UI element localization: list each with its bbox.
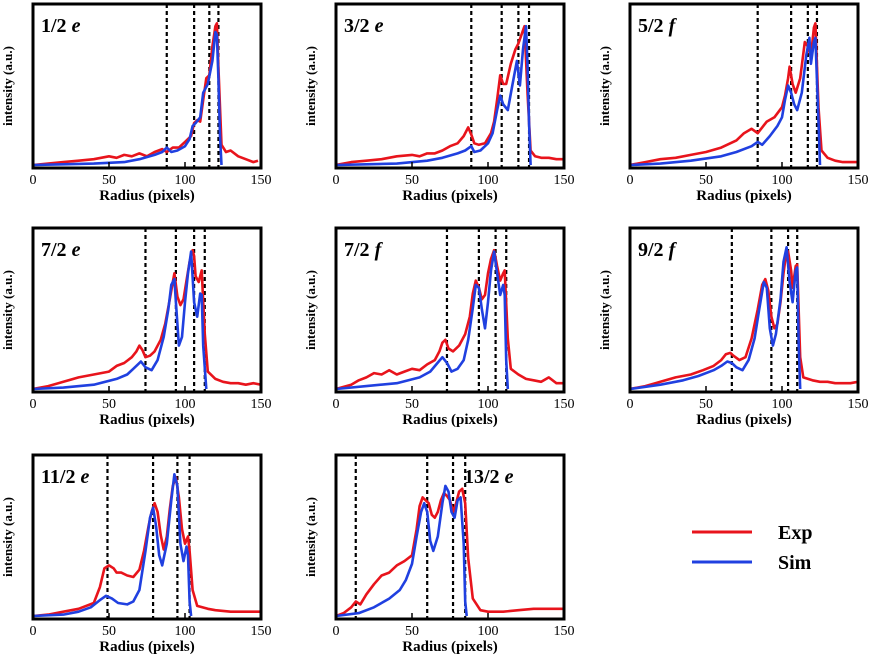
plot-frame: [334, 453, 566, 621]
x-tick-label: 150: [554, 397, 575, 412]
panel-4: 0 50 100 150 Radius (pixels) intensity (a.u.)…: [0, 226, 272, 428]
plot-frame: [334, 226, 566, 394]
panel-5: 0 50 100 150 Radius (pixels) intensity (a.u.)…: [303, 226, 575, 428]
plot-frame: [31, 226, 263, 394]
x-tick-label: 0: [627, 173, 634, 188]
x-tick-label: 50: [405, 624, 419, 639]
x-tick-label: 150: [251, 173, 272, 188]
series-exp-line: [630, 248, 858, 391]
x-tick-label: 50: [102, 397, 116, 412]
x-tick-label: 50: [102, 624, 116, 639]
y-axis-label: intensity (a.u.): [303, 46, 318, 126]
x-tick-label: 150: [554, 173, 575, 188]
series-sim-line: [336, 250, 510, 391]
x-tick-label: 100: [772, 397, 793, 412]
x-tick-label: 150: [554, 624, 575, 639]
series-sim-line: [33, 472, 193, 618]
x-tick-label: 50: [102, 173, 116, 188]
x-axis-label: Radius (pixels): [696, 188, 791, 204]
series-sim-line: [33, 250, 208, 391]
legend-label-exp: Exp: [778, 522, 812, 544]
x-axis-label: Radius (pixels): [696, 412, 791, 428]
panel-8: 0 50 100 150 Radius (pixels) intensity (a.u.)…: [303, 453, 575, 655]
x-tick-label: 100: [175, 397, 196, 412]
plot-frame: [628, 2, 860, 170]
x-tick-label: 150: [848, 173, 869, 188]
x-tick-label: 100: [478, 624, 499, 639]
series-sim-line: [336, 484, 468, 618]
x-tick-label: 0: [30, 624, 37, 639]
series-exp-line: [336, 487, 564, 618]
x-tick-label: 100: [478, 397, 499, 412]
x-tick-label: 50: [405, 397, 419, 412]
panel-1: 0 50 100 150 Radius (pixels) intensity (a.u.)…: [0, 2, 272, 204]
plot-frame: [31, 2, 263, 170]
series-exp-line: [33, 475, 261, 618]
plot-frame: [31, 453, 263, 621]
y-axis-label: intensity (a.u.): [597, 270, 612, 350]
x-axis-label: Radius (pixels): [99, 188, 194, 204]
panel-title: 5/2 f: [638, 15, 678, 37]
y-axis-label: intensity (a.u.): [0, 46, 15, 126]
x-tick-label: 150: [251, 624, 272, 639]
series-sim-line: [33, 30, 223, 167]
legend: Exp Sim: [692, 522, 812, 574]
panel-title: 7/2 f: [344, 239, 384, 261]
x-axis-label: Radius (pixels): [402, 412, 497, 428]
x-tick-label: 50: [699, 397, 713, 412]
panel-2: 0 50 100 150 Radius (pixels) intensity (a.u.)…: [303, 2, 575, 204]
y-axis-label: intensity (a.u.): [597, 46, 612, 126]
x-tick-label: 0: [333, 173, 340, 188]
panel-title: 13/2 e: [464, 466, 514, 488]
x-tick-label: 0: [30, 173, 37, 188]
panel-title: 7/2 e: [41, 239, 81, 261]
x-tick-label: 100: [175, 624, 196, 639]
series-exp-line: [336, 248, 564, 391]
panel-title: 3/2 e: [344, 15, 384, 37]
x-tick-label: 50: [405, 173, 419, 188]
x-tick-label: 0: [333, 624, 340, 639]
panel-7: 0 50 100 150 Radius (pixels) intensity (a.u.)…: [0, 453, 272, 655]
x-tick-label: 100: [478, 173, 499, 188]
x-axis-label: Radius (pixels): [402, 639, 497, 655]
y-axis-label: intensity (a.u.): [0, 270, 15, 350]
panel-title: 9/2 f: [638, 239, 678, 261]
x-tick-label: 0: [30, 397, 37, 412]
panel-3: 0 50 100 150 Radius (pixels) intensity (a.u.)…: [597, 2, 869, 204]
x-tick-label: 100: [772, 173, 793, 188]
plot-frame: [628, 226, 860, 394]
y-axis-label: intensity (a.u.): [0, 497, 15, 577]
panel-title: 11/2 e: [41, 466, 89, 488]
series-exp-line: [33, 21, 259, 167]
x-axis-label: Radius (pixels): [402, 188, 497, 204]
x-tick-label: 0: [627, 397, 634, 412]
series-exp-line: [630, 21, 858, 167]
y-axis-label: intensity (a.u.): [303, 497, 318, 577]
x-tick-label: 0: [333, 397, 340, 412]
series-sim-line: [630, 246, 802, 391]
panel-6: 0 50 100 150 Radius (pixels) intensity (a.u.)…: [597, 226, 869, 428]
x-axis-label: Radius (pixels): [99, 639, 194, 655]
x-tick-label: 50: [699, 173, 713, 188]
series-sim-line: [630, 36, 822, 167]
x-tick-label: 150: [251, 397, 272, 412]
panel-title: 1/2 e: [41, 15, 81, 37]
legend-label-sim: Sim: [778, 552, 812, 574]
x-tick-label: 100: [175, 173, 196, 188]
series-sim-line: [336, 24, 532, 167]
series-exp-line: [33, 248, 261, 391]
x-axis-label: Radius (pixels): [99, 412, 194, 428]
plot-frame: [334, 2, 566, 170]
y-axis-label: intensity (a.u.): [303, 270, 318, 350]
x-tick-label: 150: [848, 397, 869, 412]
